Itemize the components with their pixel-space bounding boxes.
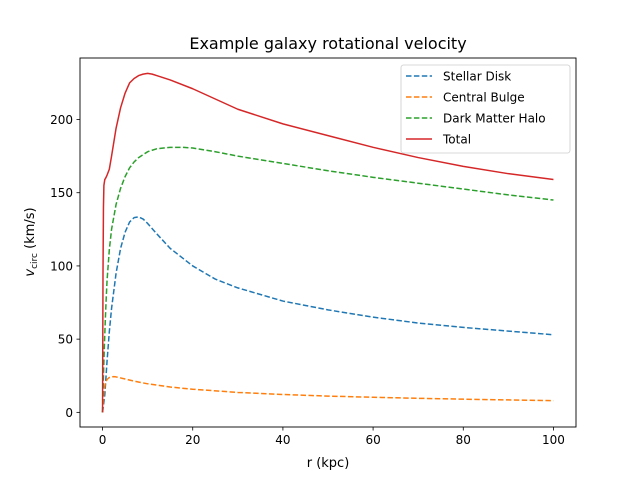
y-axis: 0 50 100 150 200 <box>50 113 80 420</box>
series-line-2 <box>101 146 554 413</box>
x-tick-label: 0 <box>99 433 107 447</box>
x-axis: 0 20 40 60 80 100 <box>99 427 565 447</box>
x-tick-label: 100 <box>542 433 565 447</box>
legend-label: Dark Matter Halo <box>443 112 546 126</box>
legend: Stellar Disk Central Bulge Dark Matter Hal… <box>400 64 571 154</box>
y-tick-label: 200 <box>50 113 73 127</box>
y-tick-label: 150 <box>50 186 73 200</box>
y-tick-label: 50 <box>58 333 73 347</box>
chart-title: Example galaxy rotational velocity <box>189 34 466 53</box>
y-axis-label: vcirc (km/s) <box>23 207 40 276</box>
x-axis-label: r (kpc) <box>307 456 350 471</box>
y-tick-label: 100 <box>50 259 73 273</box>
legend-label: Total <box>442 133 471 147</box>
legend-label: Central Bulge <box>443 91 525 105</box>
x-tick-label: 40 <box>275 433 290 447</box>
y-tick-label: 0 <box>65 406 73 420</box>
y-axis-label-units: (km/s) <box>23 207 38 253</box>
series-line-1 <box>101 375 554 413</box>
plot-series-group <box>101 72 554 413</box>
plot-frame <box>79 57 577 428</box>
legend-box <box>400 64 571 154</box>
y-axis-label-symbol: v <box>23 269 38 277</box>
series-line-0 <box>101 216 554 413</box>
x-tick-label: 20 <box>185 433 200 447</box>
y-axis-label-subscript: circ <box>30 253 40 269</box>
legend-label: Stellar Disk <box>443 70 511 84</box>
x-tick-label: 80 <box>456 433 471 447</box>
series-line-3 <box>101 72 554 413</box>
x-tick-label: 60 <box>365 433 380 447</box>
